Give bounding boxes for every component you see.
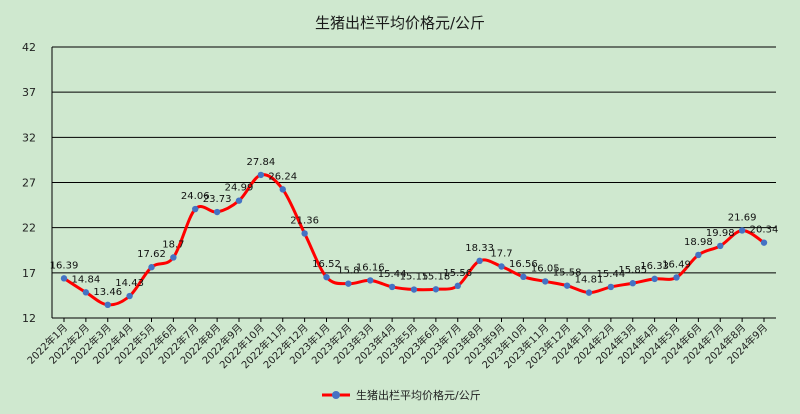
data-label: 18.98 bbox=[684, 237, 713, 248]
data-label: 24.99 bbox=[225, 183, 254, 194]
data-point bbox=[563, 282, 571, 289]
data-label: 18.33 bbox=[465, 243, 494, 254]
y-axis: 12 17 22 27 32 37 42 bbox=[22, 41, 53, 325]
data-label: 26.24 bbox=[268, 171, 297, 182]
data-point bbox=[388, 283, 396, 291]
data-point bbox=[279, 186, 286, 193]
data-point bbox=[454, 282, 461, 290]
data-point bbox=[301, 230, 308, 237]
data-label: 19.98 bbox=[706, 228, 735, 239]
data-point bbox=[695, 251, 702, 259]
data-point bbox=[148, 264, 155, 271]
data-label: 21.69 bbox=[728, 212, 757, 223]
data-label: 23.73 bbox=[203, 194, 232, 205]
data-label: 15.56 bbox=[443, 268, 472, 279]
data-point bbox=[257, 171, 265, 179]
x-axis: 2022年1月2022年2月2022年3月2022年4月2022年5月2022年… bbox=[24, 318, 770, 371]
data-label: 16.05 bbox=[531, 263, 560, 274]
data-point bbox=[323, 273, 330, 281]
data-label: 14.43 bbox=[115, 278, 144, 289]
data-point bbox=[498, 263, 505, 270]
data-point bbox=[585, 289, 593, 296]
data-point bbox=[542, 278, 549, 285]
y-tick-label: 42 bbox=[22, 41, 36, 54]
data-label: 17.62 bbox=[137, 249, 166, 260]
data-label: 16.52 bbox=[312, 259, 341, 270]
data-label: 15.8 bbox=[337, 266, 359, 277]
data-label: 17.7 bbox=[490, 249, 512, 260]
legend-marker bbox=[332, 391, 340, 399]
data-point bbox=[213, 208, 221, 216]
data-point bbox=[192, 205, 199, 213]
data-label: 18.7 bbox=[162, 239, 184, 250]
data-point bbox=[760, 239, 768, 246]
data-point bbox=[673, 274, 680, 281]
data-label: 20.34 bbox=[750, 225, 779, 236]
y-tick-label: 17 bbox=[22, 267, 36, 280]
data-label: 15.15 bbox=[400, 272, 429, 283]
data-point bbox=[235, 197, 243, 204]
y-tick-label: 27 bbox=[22, 177, 36, 190]
data-label: 15.58 bbox=[553, 268, 582, 279]
data-point bbox=[629, 280, 636, 287]
y-tick-label: 22 bbox=[22, 222, 36, 235]
data-point bbox=[367, 277, 374, 284]
data-point bbox=[651, 275, 658, 283]
data-label: 16.16 bbox=[356, 262, 385, 273]
data-label: 14.81 bbox=[575, 275, 604, 286]
data-label: 14.84 bbox=[72, 274, 101, 285]
y-tick-label: 12 bbox=[22, 312, 36, 325]
data-point bbox=[126, 292, 133, 300]
data-point bbox=[476, 257, 483, 265]
data-point bbox=[738, 227, 746, 234]
data-point bbox=[410, 286, 418, 293]
data-point bbox=[607, 283, 615, 291]
data-point bbox=[345, 280, 352, 287]
data-label: 15.85 bbox=[618, 265, 647, 276]
y-tick-label: 37 bbox=[22, 86, 36, 99]
data-markers bbox=[60, 171, 768, 309]
data-label: 15.44 bbox=[378, 269, 407, 280]
grid-lines bbox=[52, 46, 776, 319]
data-point bbox=[432, 286, 440, 293]
data-label: 21.36 bbox=[290, 215, 319, 226]
data-label: 13.46 bbox=[93, 287, 122, 298]
data-label: 27.84 bbox=[247, 157, 276, 168]
data-label: 16.39 bbox=[50, 260, 79, 271]
data-label: 16.56 bbox=[509, 259, 538, 270]
data-label: 16.49 bbox=[662, 259, 691, 270]
data-label: 15.18 bbox=[422, 271, 451, 282]
data-label: 24.06 bbox=[181, 191, 210, 202]
data-point bbox=[717, 242, 724, 250]
data-point bbox=[170, 254, 177, 261]
chart-title: 生猪出栏平均价格元/公斤 bbox=[315, 14, 485, 32]
data-point bbox=[82, 289, 90, 296]
data-labels: 16.3914.8413.4614.4317.6218.724.0623.732… bbox=[50, 157, 779, 298]
data-label: 15.44 bbox=[597, 269, 626, 280]
legend: 生猪出栏平均价格元/公斤 bbox=[322, 388, 481, 402]
y-tick-label: 32 bbox=[22, 131, 36, 144]
data-point bbox=[104, 301, 111, 309]
data-label: 16.33 bbox=[640, 261, 669, 272]
legend-label: 生猪出栏平均价格元/公斤 bbox=[356, 388, 481, 402]
data-point bbox=[60, 275, 68, 282]
data-point bbox=[520, 273, 527, 281]
